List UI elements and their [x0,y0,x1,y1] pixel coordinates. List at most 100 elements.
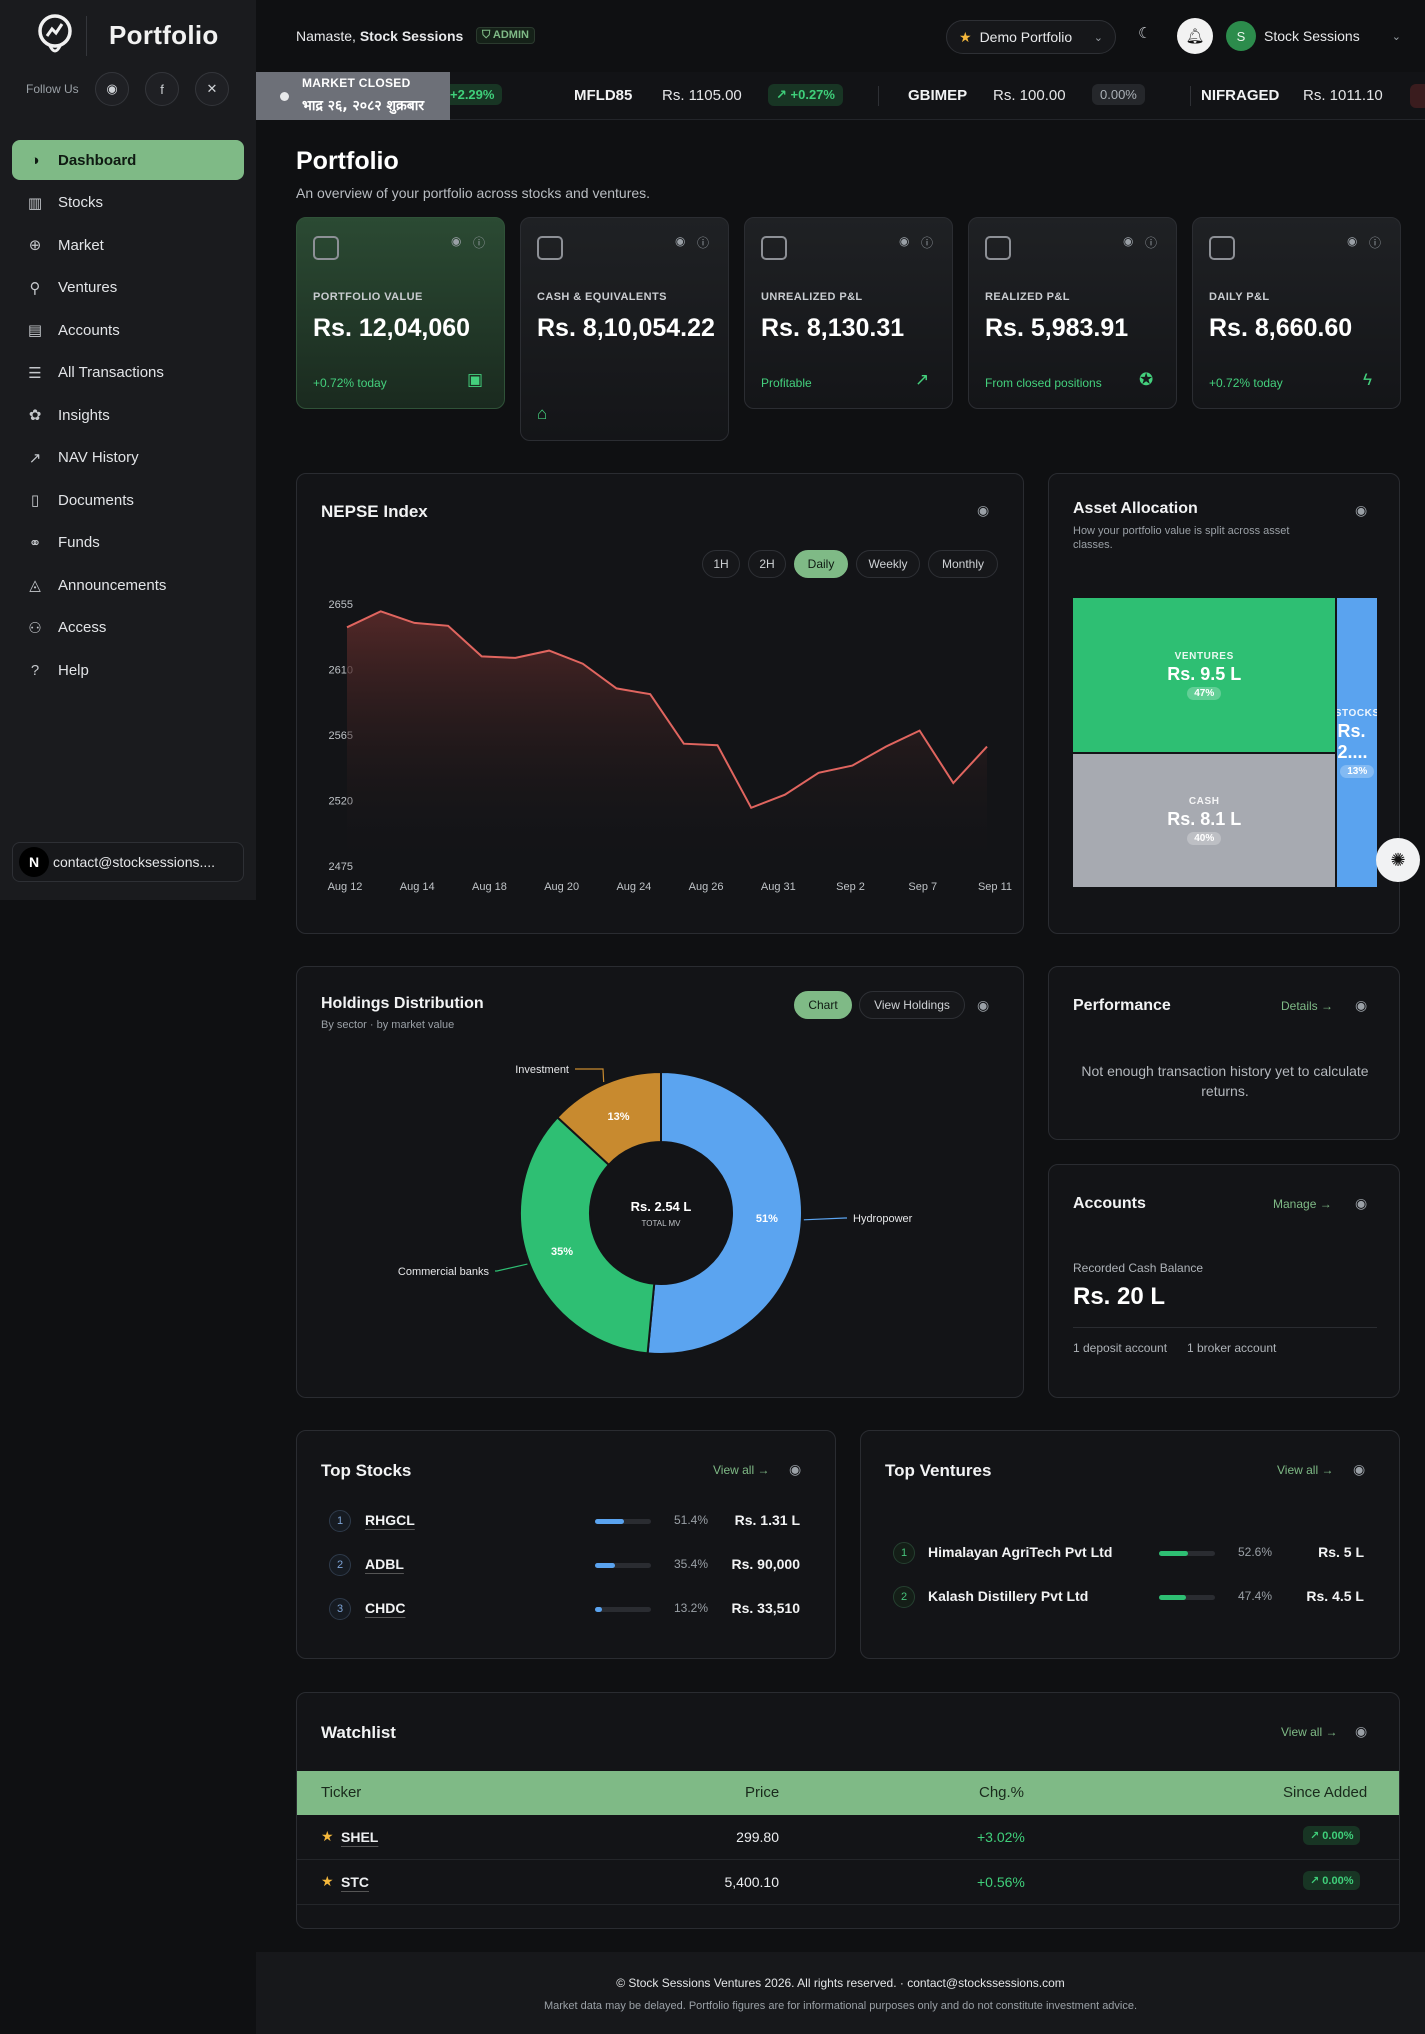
column-header[interactable]: Since Added [1283,1784,1368,1801]
info-icon[interactable]: ⓘ [921,236,934,250]
treemap-label: STOCKS [1337,707,1377,719]
ticker-cell[interactable]: STC [341,1874,369,1890]
page-subtitle: An overview of your portfolio across sto… [296,185,651,201]
sidebar-item-insights[interactable]: ✿ Insights [12,395,244,435]
eye-icon[interactable]: ◉ [1355,1723,1368,1739]
treemap-cell[interactable]: STOCKS Rs. 2.... 13% [1337,598,1377,887]
eye-icon[interactable]: ◉ [1355,1195,1368,1211]
allocation-bar [1159,1595,1215,1600]
info-icon[interactable]: ⓘ [1145,236,1158,250]
sidebar-item-dashboard[interactable]: ◑ Dashboard [12,140,244,180]
info-icon[interactable]: ⓘ [697,236,710,250]
holdings-donut: 51% Hydropower 35% Commercial banks 13% Inves… [398,1064,913,1355]
moon-icon[interactable]: ☾ [1138,25,1152,42]
table-row[interactable]: ★ STC 5,400.10 +0.56% ↗ 0.00% [297,1860,1399,1905]
ticker-symbol[interactable]: GBIMEP [908,87,968,104]
treemap-cell[interactable]: VENTURES Rs. 9.5 L 47% [1073,598,1336,753]
allocation-bar [595,1607,651,1612]
kpi-label: DAILY P&L [1209,291,1270,303]
star-icon[interactable]: ★ [321,1873,334,1889]
bell-icon[interactable]: 🔔︎ [1177,18,1213,54]
stock-symbol[interactable]: RHGCL [365,1512,415,1528]
logo-icon[interactable] [36,14,74,58]
portfolio-select[interactable]: ★ Demo Portfolio ⌄ [946,20,1116,54]
tab-range-daily[interactable]: Daily [794,550,848,578]
chevron-down-icon: ⌄ [1093,31,1103,44]
eye-icon[interactable]: ◉ [977,997,990,1013]
x-icon[interactable]: ✕ [195,72,229,106]
kpi-card: ◉ ⓘ PORTFOLIO VALUE Rs. 12,04,060 +0.72% tod… [296,217,505,409]
sidebar-item-accounts[interactable]: ▤ Accounts [12,310,244,350]
ticker-cell[interactable]: SHEL [341,1829,379,1845]
view-all-link[interactable]: View all → [1277,1463,1334,1477]
treemap-pct: 13% [1340,764,1375,778]
x-tick-label: Aug 26 [689,881,724,893]
eye-icon[interactable]: ◉ [1355,502,1368,518]
lightning-icon: ϟ [1363,370,1372,389]
kpi-label: CASH & EQUIVALENTS [537,291,667,303]
sidebar-item-label: Dashboard [58,151,137,169]
ticker-symbol[interactable]: MFLD85 [574,87,633,104]
sidebar-item-market[interactable]: ⊕ Market [12,225,244,265]
discord-icon[interactable]: ◉ [95,72,129,106]
sidebar-item-ventures[interactable]: ⚲ Ventures [12,268,244,308]
column-header[interactable]: Price [745,1784,780,1801]
eye-icon[interactable]: ◉ [1347,234,1358,248]
contact-card[interactable]: N contact@stocksessions.... [12,842,244,882]
stock-symbol[interactable]: CHDC [365,1600,406,1616]
allocation-bar [1159,1551,1215,1556]
sidebar-item-all-transactions[interactable]: ☰ All Transactions [12,353,244,393]
divider [1073,1327,1377,1328]
sidebar-item-stocks[interactable]: ▥ Stocks [12,183,244,223]
sidebar-item-documents[interactable]: ▯ Documents [12,480,244,520]
x-tick-label: Sep 7 [908,881,937,893]
eye-icon[interactable]: ◉ [977,502,990,518]
bug-icon[interactable]: ✺ [1376,838,1420,882]
bar-chart-icon: ▥ [27,194,43,212]
panel-subtitle: By sector · by market value [321,1019,455,1031]
info-icon[interactable]: ⓘ [473,236,486,250]
treemap-cell[interactable]: CASH Rs. 8.1 L 40% [1073,754,1336,887]
tab-view-holdings[interactable]: View Holdings [859,991,965,1019]
venture-name[interactable]: Kalash Distillery Pvt Ltd [928,1588,1089,1604]
panel-title: Top Stocks [321,1461,412,1480]
ticker-symbol[interactable]: NIFRAGED [1201,87,1280,104]
eye-icon[interactable]: ◉ [1355,997,1368,1013]
eye-icon[interactable]: ◉ [451,234,462,248]
price-cell: 5,400.10 [724,1874,780,1890]
facebook-icon[interactable]: f [145,72,179,106]
eye-icon[interactable]: ◉ [1353,1461,1366,1477]
tab-range-weekly[interactable]: Weekly [856,550,920,578]
manage-link[interactable]: Manage → [1273,1197,1332,1211]
venture-name[interactable]: Himalayan AgriTech Pvt Ltd [928,1544,1113,1560]
tab-range-1h[interactable]: 1H [702,550,740,578]
sidebar-item-help[interactable]: ? Help [12,650,244,690]
tab-range-2h[interactable]: 2H [748,550,786,578]
greeting-text: Namaste, [296,28,356,44]
divider [878,86,879,106]
star-icon: ★ [959,28,972,45]
info-icon[interactable]: ⓘ [1369,236,1382,250]
eye-icon[interactable]: ◉ [1123,234,1134,248]
account-menu[interactable]: S Stock Sessions ⌄ [1226,18,1401,54]
eye-icon[interactable]: ◉ [789,1461,802,1477]
panel-subtitle: How your portfolio value is split across… [1073,525,1290,551]
eye-icon[interactable]: ◉ [675,234,686,248]
tab-chart[interactable]: Chart [794,991,852,1019]
column-header[interactable]: Chg.% [979,1784,1025,1801]
star-icon[interactable]: ★ [321,1828,334,1844]
view-all-link[interactable]: View all → [713,1463,770,1477]
stock-symbol[interactable]: ADBL [365,1556,404,1572]
column-header[interactable]: Ticker [321,1784,362,1801]
sidebar-item-funds[interactable]: ⚭ Funds [12,523,244,563]
allocation-bar-fill [1159,1551,1189,1556]
treemap-value: Rs. 2.... [1337,720,1368,762]
tab-range-monthly[interactable]: Monthly [928,550,998,578]
view-all-link[interactable]: View all → [1281,1725,1338,1739]
sidebar-item-announcements[interactable]: ◬ Announcements [12,565,244,605]
eye-icon[interactable]: ◉ [899,234,910,248]
details-link[interactable]: Details → [1281,999,1334,1013]
sidebar-item-access[interactable]: ⚇ Access [12,608,244,648]
table-row[interactable]: ★ SHEL 299.80 +3.02% ↗ 0.00% [297,1815,1399,1860]
sidebar-item-nav-history[interactable]: ↗ NAV History [12,438,244,478]
